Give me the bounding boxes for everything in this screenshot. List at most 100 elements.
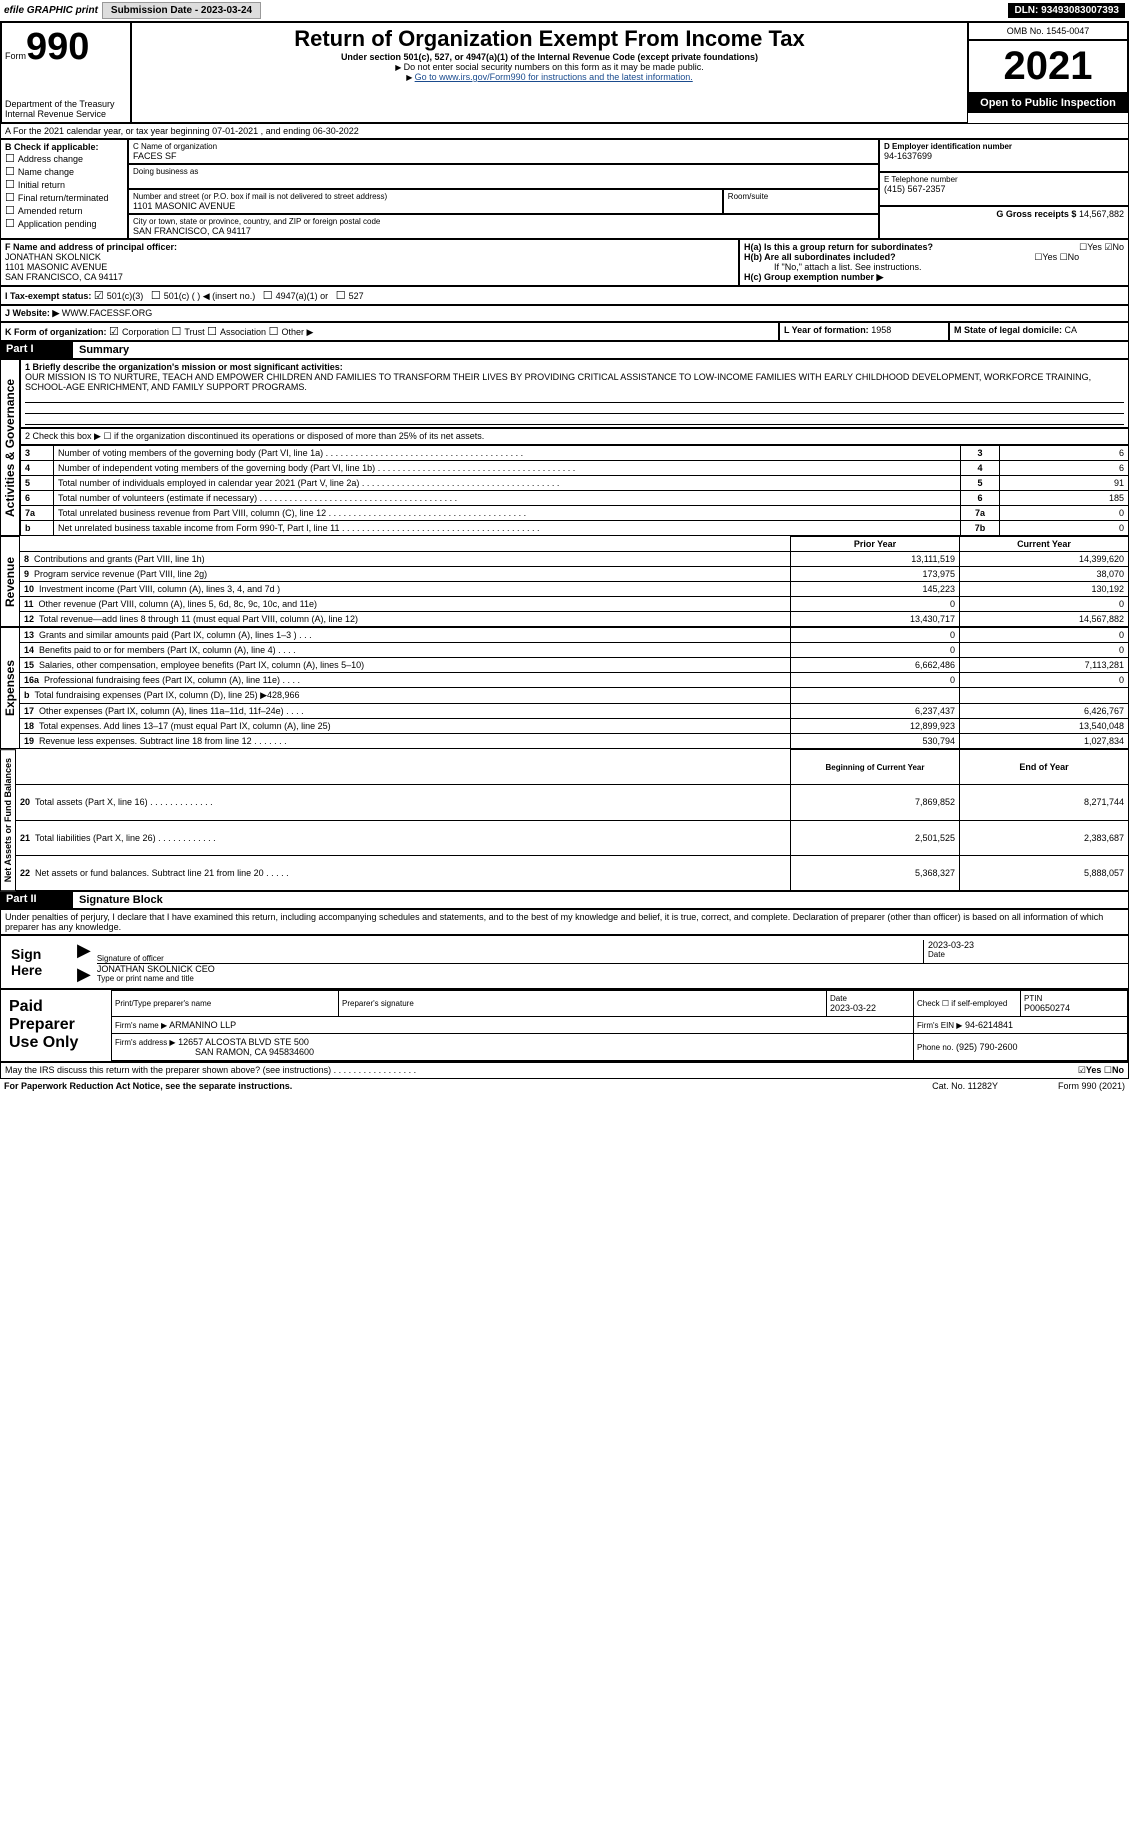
paid-preparer-label: Paid Preparer Use Only xyxy=(1,990,111,1061)
phone-label: E Telephone number xyxy=(884,175,1124,184)
vlabel-activities: Activities & Governance xyxy=(0,359,20,536)
irs-label: Internal Revenue Service xyxy=(5,109,127,119)
end-year-hdr: End of Year xyxy=(960,750,1129,785)
firm-ein: 94-6214841 xyxy=(965,1020,1013,1030)
state-domicile-label: M State of legal domicile: xyxy=(954,325,1062,335)
ein-value: 94-1637699 xyxy=(884,151,1124,161)
chk-application-pending[interactable]: Application pending xyxy=(5,217,123,230)
firm-name: ARMANINO LLP xyxy=(169,1020,236,1030)
website-value: WWW.FACESSF.ORG xyxy=(62,308,153,318)
vlabel-revenue: Revenue xyxy=(0,536,20,627)
self-employed-chk[interactable]: Check ☐ if self-employed xyxy=(914,991,1021,1017)
part2-label: Part II xyxy=(0,891,72,909)
officer-label: F Name and address of principal officer: xyxy=(5,242,734,252)
street-value: 1101 MASONIC AVENUE xyxy=(133,201,718,211)
chk-assoc[interactable]: Association xyxy=(207,327,266,337)
box-b-label: B Check if applicable: xyxy=(5,142,123,152)
h-a-label: H(a) Is this a group return for subordin… xyxy=(744,242,933,252)
part1-label: Part I xyxy=(0,341,72,359)
firm-name-label: Firm's name ▶ xyxy=(115,1021,167,1030)
form-subtitle-2: Do not enter social security numbers on … xyxy=(135,62,964,72)
sig-arrow-icon: ▶ xyxy=(71,940,97,964)
period-line: A For the 2021 calendar year, or tax yea… xyxy=(0,124,1129,139)
efile-label: efile GRAPHIC print xyxy=(4,5,98,16)
part2-title: Signature Block xyxy=(72,891,1129,909)
omb-number: OMB No. 1545-0047 xyxy=(968,22,1128,40)
firm-phone: (925) 790-2600 xyxy=(956,1042,1018,1052)
chk-527[interactable]: 527 xyxy=(336,291,364,301)
firm-addr-label: Firm's address ▶ xyxy=(115,1038,176,1047)
footer-left: For Paperwork Reduction Act Notice, see … xyxy=(4,1081,292,1091)
gross-receipts-label: G Gross receipts $ xyxy=(996,209,1076,219)
sig-officer-label: Signature of officer xyxy=(97,954,923,963)
name-arrow-icon: ▶ xyxy=(71,964,97,985)
preparer-sig-hdr: Preparer's signature xyxy=(342,999,823,1008)
chk-4947[interactable]: 4947(a)(1) or xyxy=(263,291,328,301)
officer-name: JONATHAN SKOLNICK xyxy=(5,252,734,262)
phone-value: (415) 567-2357 xyxy=(884,184,1124,194)
dba-label: Doing business as xyxy=(133,167,874,176)
open-inspection: Open to Public Inspection xyxy=(968,93,1128,113)
chk-initial-return[interactable]: Initial return xyxy=(5,178,123,191)
h-b-label: H(b) Are all subordinates included? xyxy=(744,252,896,262)
preparer-name-hdr: Print/Type preparer's name xyxy=(115,999,335,1008)
part1-title: Summary xyxy=(72,341,1129,359)
officer-addr1: 1101 MASONIC AVENUE xyxy=(5,262,734,272)
chk-501c[interactable]: 501(c) ( ) ◀ (insert no.) xyxy=(151,291,255,301)
firm-addr1: 12657 ALCOSTA BLVD STE 500 xyxy=(178,1037,309,1047)
year-formation-value: 1958 xyxy=(871,325,891,335)
dept-treasury: Department of the Treasury xyxy=(5,99,127,109)
chk-other[interactable]: Other ▶ xyxy=(269,327,314,337)
discuss-question: May the IRS discuss this return with the… xyxy=(5,1065,416,1076)
mission-text: OUR MISSION IS TO NURTURE, TEACH AND EMP… xyxy=(25,372,1124,392)
tax-year: 2021 xyxy=(968,40,1128,93)
form-word: Form xyxy=(5,51,26,61)
sign-here-label: Sign Here xyxy=(1,936,71,988)
form-title: Return of Organization Exempt From Incom… xyxy=(135,26,964,52)
chk-final-return[interactable]: Final return/terminated xyxy=(5,191,123,204)
form-number: 990 xyxy=(26,26,89,68)
perjury-text: Under penalties of perjury, I declare th… xyxy=(0,909,1129,935)
irs-link[interactable]: Go to www.irs.gov/Form990 for instructio… xyxy=(415,72,693,82)
sig-date-label: Date xyxy=(928,950,1128,959)
street-label: Number and street (or P.O. box if mail i… xyxy=(133,192,718,201)
curr-year-hdr: Current Year xyxy=(960,537,1129,552)
state-domicile-value: CA xyxy=(1065,325,1078,335)
chk-amended[interactable]: Amended return xyxy=(5,204,123,217)
firm-addr2: SAN RAMON, CA 945834600 xyxy=(195,1047,314,1057)
sig-date: 2023-03-23 xyxy=(928,940,1128,950)
vlabel-expenses: Expenses xyxy=(0,627,20,749)
chk-corp[interactable]: Corporation xyxy=(109,327,169,337)
tax-exempt-label: I Tax-exempt status: xyxy=(5,291,91,301)
website-label: J Website: ▶ xyxy=(5,308,59,318)
city-label: City or town, state or province, country… xyxy=(133,217,874,226)
officer-addr2: SAN FRANCISCO, CA 94117 xyxy=(5,272,734,282)
line2-checkbox: 2 Check this box ▶ ☐ if the organization… xyxy=(20,428,1129,445)
dln-label: DLN: 93493083007393 xyxy=(1008,3,1125,18)
ein-label: D Employer identification number xyxy=(884,142,1124,151)
ptin-hdr: PTIN xyxy=(1024,994,1124,1003)
form-org-label: K Form of organization: xyxy=(5,327,107,337)
footer-mid: Cat. No. 11282Y xyxy=(932,1081,998,1091)
prep-date-val: 2023-03-22 xyxy=(830,1003,910,1013)
form-subtitle-3: Go to www.irs.gov/Form990 for instructio… xyxy=(135,72,964,82)
city-value: SAN FRANCISCO, CA 94117 xyxy=(133,226,874,236)
name-title-label: Type or print name and title xyxy=(97,974,1128,983)
h-note: If "No," attach a list. See instructions… xyxy=(744,262,1124,272)
prep-date-hdr: Date xyxy=(830,994,910,1003)
org-name: FACES SF xyxy=(133,151,874,161)
year-formation-label: L Year of formation: xyxy=(784,325,869,335)
room-label: Room/suite xyxy=(728,192,874,201)
org-name-label: C Name of organization xyxy=(133,142,874,151)
chk-trust[interactable]: Trust xyxy=(171,327,204,337)
firm-phone-label: Phone no. xyxy=(917,1043,953,1052)
h-c-label: H(c) Group exemption number ▶ xyxy=(744,272,1124,283)
firm-ein-label: Firm's EIN ▶ xyxy=(917,1021,962,1030)
chk-501c3[interactable]: 501(c)(3) xyxy=(94,291,143,301)
submission-date-button[interactable]: Submission Date - 2023-03-24 xyxy=(102,2,261,19)
chk-address-change[interactable]: Address change xyxy=(5,152,123,165)
beg-year-hdr: Beginning of Current Year xyxy=(791,750,960,785)
mission-label: 1 Briefly describe the organization's mi… xyxy=(25,362,1124,372)
prior-year-hdr: Prior Year xyxy=(791,537,960,552)
chk-name-change[interactable]: Name change xyxy=(5,165,123,178)
